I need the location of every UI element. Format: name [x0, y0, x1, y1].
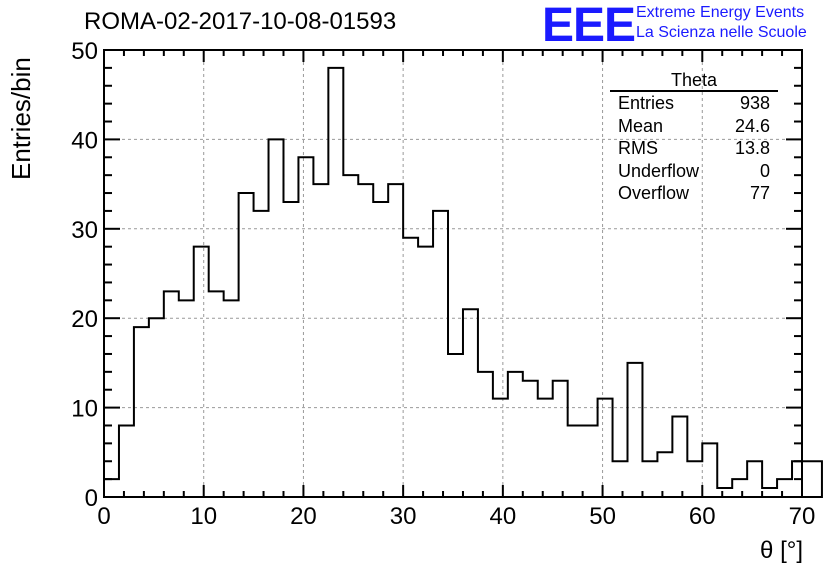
stats-value: 938 — [739, 93, 770, 113]
histogram-bin — [209, 291, 224, 497]
histogram-bin — [732, 479, 747, 497]
histogram-bin — [119, 425, 134, 497]
x-axis-label: θ [°] — [760, 537, 803, 564]
y-tick-label: 0 — [85, 485, 98, 512]
stats-label: Underflow — [618, 160, 700, 181]
histogram-bin — [164, 291, 179, 497]
histogram-bin — [687, 461, 702, 497]
y-tick-labels: 0 10 20 30 40 50 — [71, 38, 98, 512]
x-tick-label: 70 — [789, 503, 816, 530]
histogram-bin — [239, 193, 254, 497]
stats-value: 24.6 — [734, 115, 770, 136]
axis-ticks — [103, 49, 803, 498]
histogram-bin — [224, 300, 239, 497]
stats-row-underflow: Underflow 0 — [610, 160, 778, 183]
y-tick-label: 20 — [71, 306, 98, 333]
histogram-bin — [672, 417, 687, 497]
stats-row-overflow: Overflow 77 — [610, 182, 778, 205]
histogram-bin — [269, 139, 284, 497]
histogram-bin — [388, 184, 403, 497]
histogram-bin — [642, 461, 657, 497]
stats-label: RMS — [618, 138, 658, 159]
histogram-bin — [702, 443, 717, 497]
x-tick-label: 30 — [390, 503, 417, 530]
eee-logo: EEE — [542, 0, 636, 52]
plot-frame — [103, 49, 803, 498]
histogram-bin — [328, 68, 343, 497]
histogram-bin — [313, 184, 328, 497]
x-tick-label: 20 — [290, 503, 317, 530]
histogram-bin — [283, 202, 298, 497]
histogram-bin — [179, 300, 194, 497]
histogram-bin — [613, 461, 628, 497]
histogram-bin — [104, 479, 119, 497]
histogram-bin — [358, 184, 373, 497]
histogram-bin — [628, 363, 643, 497]
histogram-bin — [254, 211, 269, 497]
histogram-bin — [433, 211, 448, 497]
histogram-bin — [762, 488, 777, 497]
grid-lines — [104, 50, 802, 497]
histogram-bin — [134, 327, 149, 497]
stats-row-mean: Mean 24.6 — [610, 115, 778, 138]
histogram-outline — [103, 66, 823, 498]
histogram-bin — [523, 381, 538, 497]
histogram-bin — [448, 354, 463, 497]
x-tick-label: 60 — [689, 503, 716, 530]
histogram-bin — [553, 381, 568, 497]
histogram-bin — [568, 425, 583, 497]
y-tick-label: 40 — [71, 127, 98, 154]
histogram-bin — [403, 238, 418, 497]
stats-box-title: Theta — [610, 70, 778, 92]
histogram-bin — [538, 399, 553, 497]
stats-label: Overflow — [618, 183, 690, 204]
run-title: ROMA-02-2017-10-08-01593 — [84, 8, 397, 35]
histogram-bin — [583, 425, 598, 497]
x-tick-label: 10 — [190, 503, 217, 530]
histogram-bin — [508, 372, 523, 497]
stats-row-rms: RMS 13.8 — [610, 137, 778, 160]
histogram-bin — [343, 175, 358, 497]
stats-value: 0 — [759, 160, 770, 181]
logo-subtitle-line2: La Scienza nelle Scuole — [636, 24, 807, 41]
y-tick-label: 10 — [71, 396, 98, 423]
y-tick-label: 50 — [71, 38, 98, 65]
logo-subtitle-line1: Extreme Energy Events — [636, 4, 805, 21]
stats-label: Entries — [618, 93, 675, 113]
histogram-bin — [478, 372, 493, 497]
histogram-bin — [493, 399, 508, 497]
stats-box: Theta Entries 938 Mean 24.6 RMS 13.8 Und… — [610, 70, 778, 205]
x-tick-label: 0 — [97, 503, 110, 530]
x-tick-label: 40 — [490, 503, 517, 530]
y-tick-label: 30 — [71, 217, 98, 244]
histogram-bin — [747, 461, 762, 497]
stats-row-entries: Entries 938 — [610, 92, 778, 115]
histogram-bin — [657, 452, 672, 497]
histogram-bin — [598, 399, 613, 497]
histogram-bin — [194, 247, 209, 497]
histogram-bin — [777, 479, 792, 497]
stats-value: 13.8 — [734, 138, 770, 159]
x-tick-label: 50 — [589, 503, 616, 530]
histogram-bin — [717, 488, 732, 497]
y-axis-label: Entries/bin — [6, 57, 36, 180]
stats-value: 77 — [749, 183, 770, 204]
histogram-bin — [373, 202, 388, 497]
histogram-bin — [418, 247, 433, 497]
histogram-bin — [463, 309, 478, 497]
histogram-bin — [298, 157, 313, 497]
stats-label: Mean — [618, 115, 664, 136]
histogram-bin — [149, 318, 164, 497]
x-tick-labels: 0 10 20 30 40 50 60 70 — [97, 503, 815, 530]
